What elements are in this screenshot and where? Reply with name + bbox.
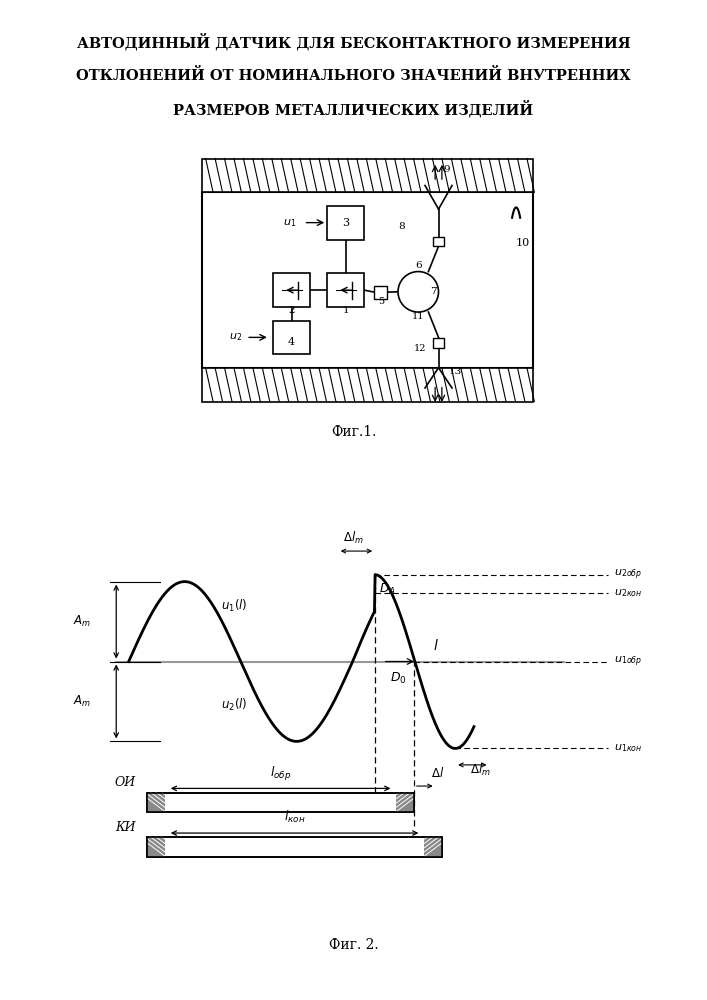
- Bar: [327, 206, 364, 239]
- Bar: [397, 793, 414, 812]
- Text: 1: 1: [342, 306, 349, 315]
- Bar: [147, 793, 414, 812]
- Text: 8: 8: [398, 222, 404, 231]
- Bar: [433, 338, 443, 348]
- Text: $u_{2обр}$: $u_{2обр}$: [614, 567, 642, 582]
- Text: $\Delta l_m$: $\Delta l_m$: [343, 530, 363, 546]
- Bar: [273, 320, 310, 354]
- Text: $\Delta l_m$: $\Delta l_m$: [469, 762, 491, 778]
- Text: 4: 4: [288, 337, 296, 347]
- Bar: [147, 837, 442, 857]
- Text: $A_m$: $A_m$: [73, 614, 91, 629]
- Bar: [202, 158, 533, 192]
- Text: $u_{2кон}$: $u_{2кон}$: [614, 587, 642, 599]
- Text: РАЗМЕРОВ МЕТАЛЛИЧЕСКИХ ИЗДЕЛИЙ: РАЗМЕРОВ МЕТАЛЛИЧЕСКИХ ИЗДЕЛИЙ: [173, 100, 534, 117]
- Text: $l_{обр}$: $l_{обр}$: [270, 765, 291, 783]
- Text: $u_1(l)$: $u_1(l)$: [221, 598, 247, 614]
- Bar: [147, 837, 165, 857]
- Text: $u_2$: $u_2$: [229, 331, 243, 343]
- Text: $u_{1обр}$: $u_{1обр}$: [614, 654, 642, 669]
- Text: 2: 2: [288, 306, 295, 315]
- Text: $u_2(l)$: $u_2(l)$: [221, 696, 247, 713]
- Bar: [273, 273, 310, 307]
- Text: 3: 3: [342, 218, 349, 228]
- Text: 6: 6: [415, 261, 421, 270]
- Text: Фиг. 2.: Фиг. 2.: [329, 938, 378, 952]
- Bar: [424, 837, 442, 857]
- Bar: [202, 368, 533, 401]
- Text: ОИ: ОИ: [115, 776, 136, 789]
- Text: 10: 10: [516, 238, 530, 248]
- Text: КИ: КИ: [115, 821, 136, 834]
- Bar: [147, 837, 442, 857]
- Text: 13: 13: [449, 367, 462, 376]
- Text: ОТКЛОНЕНИЙ ОТ НОМИНАЛЬНОГО ЗНАЧЕНИЙ ВНУТРЕННИХ: ОТКЛОНЕНИЙ ОТ НОМИНАЛЬНОГО ЗНАЧЕНИЙ ВНУТ…: [76, 68, 631, 83]
- Circle shape: [398, 272, 438, 312]
- Text: 11: 11: [412, 312, 424, 321]
- Text: $l_{кон}$: $l_{кон}$: [284, 809, 305, 825]
- Bar: [147, 793, 165, 812]
- Bar: [327, 273, 364, 307]
- Bar: [202, 192, 533, 368]
- Text: 5: 5: [378, 297, 384, 306]
- Text: $D_A$: $D_A$: [380, 582, 397, 597]
- Text: Фиг.1.: Фиг.1.: [331, 425, 376, 439]
- Text: $l$: $l$: [433, 638, 438, 653]
- Text: 9: 9: [443, 165, 450, 174]
- Text: 7: 7: [430, 287, 437, 296]
- Bar: [147, 793, 414, 812]
- Text: $u_1$: $u_1$: [284, 217, 297, 229]
- Text: АВТОДИННЫЙ ДАТЧИК ДЛЯ БЕСКОНТАКТНОГО ИЗМЕРЕНИЯ: АВТОДИННЫЙ ДАТЧИК ДЛЯ БЕСКОНТАКТНОГО ИЗМ…: [76, 33, 631, 50]
- Text: $D_0$: $D_0$: [390, 671, 407, 686]
- Text: $u_{1кон}$: $u_{1кон}$: [614, 743, 642, 754]
- Text: $\Delta l$: $\Delta l$: [431, 766, 444, 780]
- Bar: [375, 286, 387, 299]
- Bar: [433, 237, 443, 246]
- Text: 12: 12: [414, 344, 426, 353]
- Text: $A_m$: $A_m$: [73, 694, 91, 709]
